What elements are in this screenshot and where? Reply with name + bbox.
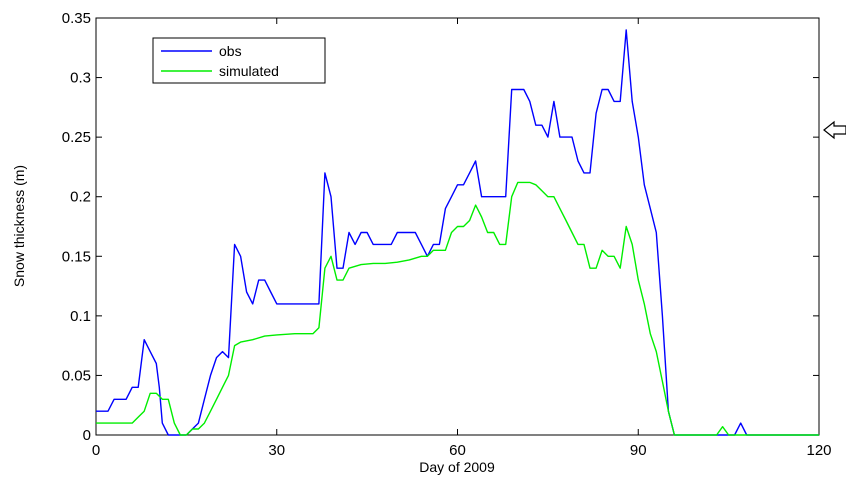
series-line-simulated <box>96 181 819 436</box>
arrow-marker-icon <box>823 120 846 140</box>
x-axis-label: Day of 2009 <box>419 459 495 475</box>
legend-label-obs: obs <box>219 43 242 59</box>
axis-ticks: 0 30 60 90 120 0 0.05 0.1 0.15 0.2 0.25 0.3 0.35 <box>62 10 832 459</box>
y-tick-label: 0.1 <box>70 308 91 325</box>
series-lines <box>96 29 819 436</box>
x-tick-label: 0 <box>92 442 100 459</box>
y-tick-label: 0.2 <box>70 189 91 206</box>
legend-label-simulated: simulated <box>219 63 279 79</box>
y-tick-label: 0.35 <box>62 10 91 27</box>
series-line-obs <box>96 29 819 436</box>
x-tick-label: 120 <box>806 442 831 459</box>
x-tick-label: 60 <box>449 442 466 459</box>
x-tick-label: 30 <box>268 442 285 459</box>
y-tick-label: 0.25 <box>62 129 91 146</box>
legend-box <box>152 37 326 84</box>
y-tick-label: 0.05 <box>62 367 91 384</box>
y-tick-label: 0 <box>83 427 91 444</box>
legend: obs simulated <box>152 37 326 84</box>
y-axis-label: Snow thickness (m) <box>11 165 27 287</box>
y-tick-label: 0.15 <box>62 248 91 265</box>
x-tick-label: 90 <box>630 442 647 459</box>
y-tick-label: 0.3 <box>70 70 91 87</box>
